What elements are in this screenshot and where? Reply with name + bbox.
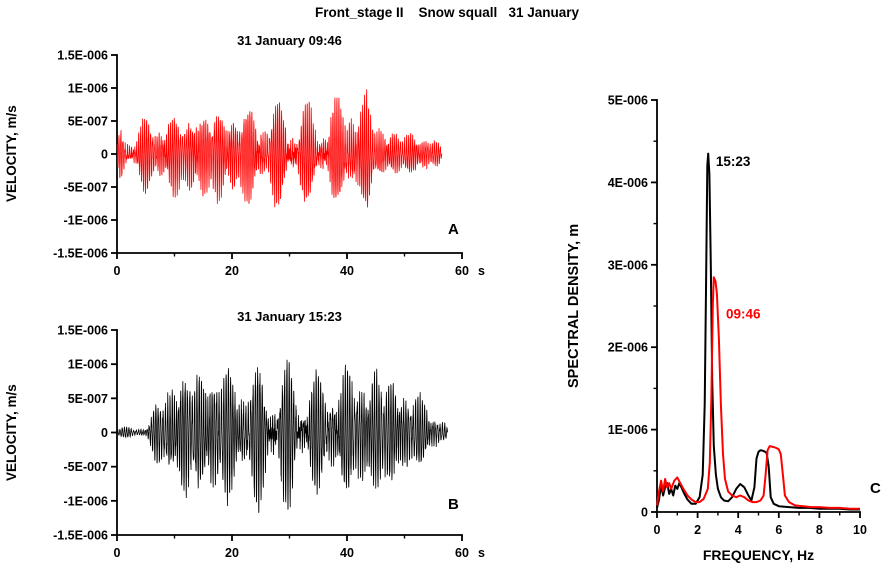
svg-text:s: s bbox=[478, 546, 485, 560]
svg-text:8: 8 bbox=[816, 523, 823, 537]
figure-title: Front_stage II Snow squall 31 January bbox=[314, 5, 580, 20]
svg-text:6: 6 bbox=[775, 523, 782, 537]
svg-text:2: 2 bbox=[694, 523, 701, 537]
panel-b-subtitle: 31 January 15:23 bbox=[237, 309, 342, 324]
panel-b-letter: B bbox=[448, 496, 459, 513]
svg-text:s: s bbox=[478, 264, 485, 278]
panel-c-chart: 0 1E-006 2E-006 3E-006 4E-006 5E-006 0 2 4 6 8 10 15… bbox=[608, 94, 867, 538]
svg-text:-5E-007: -5E-007 bbox=[64, 460, 109, 474]
svg-text:1E-006: 1E-006 bbox=[68, 358, 108, 372]
svg-text:0: 0 bbox=[114, 546, 121, 560]
svg-text:0: 0 bbox=[641, 506, 648, 520]
svg-text:2E-006: 2E-006 bbox=[608, 341, 648, 355]
svg-text:0: 0 bbox=[654, 523, 661, 537]
svg-text:1E-006: 1E-006 bbox=[68, 82, 108, 96]
svg-text:5E-007: 5E-007 bbox=[68, 392, 108, 406]
svg-text:0: 0 bbox=[101, 148, 108, 162]
svg-text:-5E-007: -5E-007 bbox=[64, 181, 109, 195]
panel-c-xlabel: FREQUENCY, Hz bbox=[702, 547, 815, 563]
svg-text:40: 40 bbox=[340, 264, 354, 278]
svg-text:-1E-006: -1E-006 bbox=[64, 494, 109, 508]
panel-a-subtitle: 31 January 09:46 bbox=[237, 33, 342, 48]
svg-text:1.5E-006: 1.5E-006 bbox=[57, 49, 108, 63]
svg-text:20: 20 bbox=[225, 546, 239, 560]
panel-b-chart: 1.5E-006 1E-006 5E-007 0 -5E-007 -1E-006 -1.5E… bbox=[53, 324, 485, 561]
svg-text:1.5E-006: 1.5E-006 bbox=[57, 324, 108, 338]
panel-a-chart: 1.5E-006 1E-006 5E-007 0 -5E-007 -1E-006 -1.5E… bbox=[53, 49, 485, 279]
svg-text:15:23: 15:23 bbox=[716, 154, 751, 169]
svg-text:3E-006: 3E-006 bbox=[608, 258, 648, 272]
svg-text:5E-007: 5E-007 bbox=[68, 115, 108, 129]
svg-text:4: 4 bbox=[735, 523, 742, 537]
svg-text:-1.5E-006: -1.5E-006 bbox=[53, 247, 108, 261]
svg-text:0: 0 bbox=[101, 426, 108, 440]
svg-text:09:46: 09:46 bbox=[726, 306, 761, 321]
svg-text:60: 60 bbox=[455, 264, 469, 278]
svg-text:20: 20 bbox=[225, 264, 239, 278]
panel-a-letter: A bbox=[448, 221, 459, 238]
svg-text:5E-006: 5E-006 bbox=[608, 94, 648, 108]
svg-text:60: 60 bbox=[455, 546, 469, 560]
svg-text:1E-006: 1E-006 bbox=[608, 423, 648, 437]
svg-text:-1.5E-006: -1.5E-006 bbox=[53, 529, 108, 543]
svg-text:40: 40 bbox=[340, 546, 354, 560]
svg-text:10: 10 bbox=[853, 523, 867, 537]
panel-c-letter: C bbox=[870, 480, 881, 497]
svg-text:4E-006: 4E-006 bbox=[608, 176, 648, 190]
svg-text:-1E-006: -1E-006 bbox=[64, 214, 109, 228]
svg-text:0: 0 bbox=[114, 264, 121, 278]
